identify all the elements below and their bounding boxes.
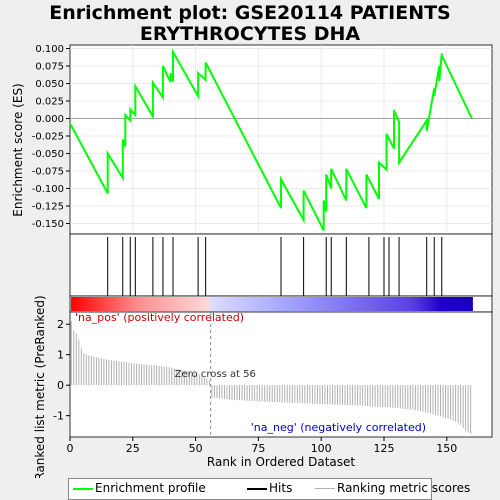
x-tick-label: 75	[251, 442, 265, 455]
legend-profile-swatch	[73, 487, 93, 490]
pos-label: 'na_pos' (positively correlated)	[75, 311, 244, 324]
x-tick-label: 50	[189, 442, 203, 455]
es-tick-label: -0.025	[32, 132, 64, 143]
legend-hits-swatch	[247, 487, 267, 490]
es-line	[69, 48, 473, 231]
legend-profile-label: Enrichment profile	[95, 481, 206, 495]
neg-label: 'na_neg' (negatively correlated)	[251, 421, 426, 434]
es-tick-label: -0.100	[32, 184, 64, 195]
rank-tick-label: 2	[57, 318, 64, 331]
chart-title-line-2: ERYTHROCYTES DHA	[139, 23, 361, 45]
es-tick-label: -0.125	[32, 202, 64, 213]
legend: Enrichment profile Hits Ranking metric s…	[68, 478, 470, 500]
es-tick-label: 0.000	[35, 114, 64, 125]
legend-rank-label: Ranking metric scores	[337, 481, 471, 495]
x-tick-label: 125	[373, 442, 394, 455]
legend-rank: Ranking metric scores	[315, 481, 470, 495]
legend-hits-label: Hits	[269, 481, 293, 495]
es-tick-label: 0.075	[35, 62, 64, 73]
rank-tick-label: 0	[57, 379, 64, 392]
es-tick-label: 0.025	[35, 97, 64, 108]
rank-axis-label: Ranked list metric (PreRanked)	[33, 295, 47, 478]
rank-heat-bar	[71, 297, 473, 311]
x-axis-label: Rank in Ordered Dataset	[207, 455, 355, 469]
x-tick-label: 150	[436, 442, 457, 455]
rank-tick-label: 1	[57, 349, 64, 362]
es-tick-label: 0.100	[35, 44, 64, 55]
legend-profile: Enrichment profile	[73, 481, 206, 495]
rank-panel	[69, 311, 493, 438]
es-tick-label: -0.050	[32, 149, 64, 160]
es-tick-label: -0.150	[32, 219, 64, 230]
x-tick-label: 25	[126, 442, 140, 455]
x-tick-label: 0	[67, 442, 74, 455]
es-tick-label: -0.075	[32, 167, 64, 178]
x-tick-label: 100	[311, 442, 332, 455]
chart-title-line-1: Enrichment plot: GSE20114 PATIENTS	[49, 2, 451, 24]
legend-hits: Hits	[247, 481, 292, 495]
rank-tick-label: -1	[53, 410, 64, 423]
legend-rank-swatch	[315, 488, 335, 489]
es-tick-label: 0.050	[35, 79, 64, 90]
zero-cross-label: Zero cross at 56	[175, 369, 256, 380]
es-axis-label: Enrichment score (ES)	[11, 83, 25, 216]
enrichment-chart: 0.100 0.075 0.050 0.025 0.000 -0.025 -0.050 -0.…	[11, 44, 493, 478]
